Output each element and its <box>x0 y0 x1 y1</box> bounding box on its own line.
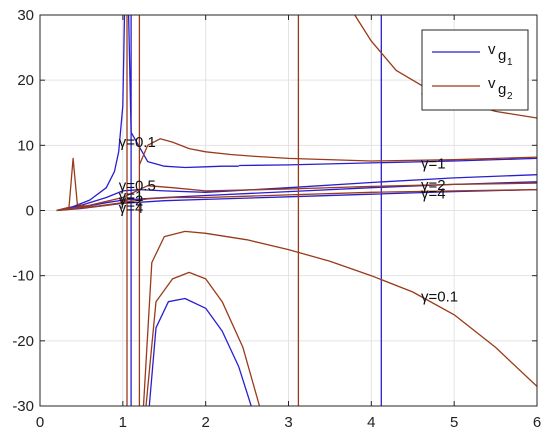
y-tick-label: -30 <box>12 398 34 415</box>
curve-label: γ=0.1 <box>421 289 458 306</box>
x-tick-label: 5 <box>450 414 458 431</box>
series-line-vg2-15 <box>145 271 261 406</box>
series-line-vg2-14 <box>142 230 537 406</box>
y-tick-label: 20 <box>17 72 34 89</box>
series-line-vg1-1 <box>127 15 239 169</box>
y-tick-label: 30 <box>17 7 34 24</box>
curve-label: γ=1 <box>119 188 144 205</box>
curve-label: γ=0.1 <box>119 134 156 151</box>
x-tick-label: 2 <box>201 414 209 431</box>
x-tick-label: 6 <box>533 414 541 431</box>
series-line-vg1-2 <box>238 157 537 167</box>
y-tick-label: -10 <box>12 268 34 285</box>
curve-label: γ=4 <box>119 200 144 217</box>
series-line-vg2-13 <box>56 188 537 212</box>
legend-subscript: g <box>498 81 506 98</box>
legend: v g 1v g 2 <box>421 29 529 111</box>
series-line-vg1-0 <box>56 15 126 212</box>
series-line-vg2-10 <box>138 138 537 166</box>
curve-label: γ=1 <box>421 156 446 173</box>
legend-subsubscript: 2 <box>507 91 513 102</box>
x-tick-label: 1 <box>119 414 127 431</box>
series-line-vg2-12 <box>56 182 537 212</box>
legend-box <box>421 29 529 111</box>
curve-label: γ=2 <box>119 193 144 210</box>
curve-label: γ=0.5 <box>119 178 156 195</box>
y-tick-label: -20 <box>12 333 34 350</box>
legend-subscript: g <box>498 47 506 64</box>
x-tick-label: 4 <box>367 414 375 431</box>
series-line-vg1-3 <box>56 174 537 212</box>
x-tick-label: 0 <box>36 414 44 431</box>
series-line-vg1-6 <box>148 297 252 406</box>
series-layer <box>56 15 537 406</box>
y-tick-label: 0 <box>26 203 34 220</box>
legend-subsubscript: 1 <box>507 57 513 68</box>
legend-label: v <box>488 75 496 92</box>
y-tick-label: 10 <box>17 137 34 154</box>
curve-label: γ=4 <box>421 186 446 203</box>
x-tick-label: 3 <box>284 414 292 431</box>
axes: 0 1 2 3 4 5 6 -30 -20 -10 0 10 20 30 <box>12 7 541 431</box>
curve-label: γ=2 <box>421 177 446 194</box>
legend-label: v <box>488 41 496 58</box>
